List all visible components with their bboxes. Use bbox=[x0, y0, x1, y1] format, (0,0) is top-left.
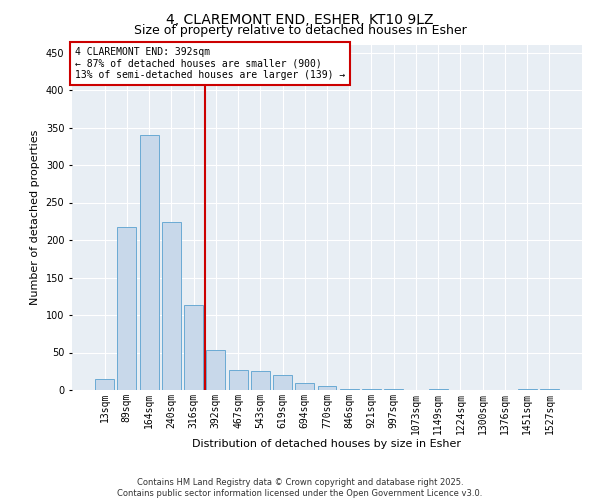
Bar bbox=[273, 375, 292, 390]
Bar bbox=[140, 135, 158, 390]
Y-axis label: Number of detached properties: Number of detached properties bbox=[30, 130, 40, 305]
Bar bbox=[206, 350, 225, 390]
Bar bbox=[162, 222, 181, 390]
Bar bbox=[229, 370, 248, 390]
Bar bbox=[362, 389, 381, 390]
Bar bbox=[429, 389, 448, 390]
Bar bbox=[384, 389, 403, 390]
Bar bbox=[317, 386, 337, 390]
Bar bbox=[251, 370, 270, 390]
Text: 4, CLAREMONT END, ESHER, KT10 9LZ: 4, CLAREMONT END, ESHER, KT10 9LZ bbox=[166, 12, 434, 26]
Text: 4 CLAREMONT END: 392sqm
← 87% of detached houses are smaller (900)
13% of semi-d: 4 CLAREMONT END: 392sqm ← 87% of detache… bbox=[74, 46, 345, 80]
Bar bbox=[518, 389, 536, 390]
Bar bbox=[95, 379, 114, 390]
Bar bbox=[295, 383, 314, 390]
Bar bbox=[540, 388, 559, 390]
X-axis label: Distribution of detached houses by size in Esher: Distribution of detached houses by size … bbox=[193, 440, 461, 450]
Bar bbox=[184, 305, 203, 390]
Text: Size of property relative to detached houses in Esher: Size of property relative to detached ho… bbox=[134, 24, 466, 37]
Bar bbox=[118, 227, 136, 390]
Text: Contains HM Land Registry data © Crown copyright and database right 2025.
Contai: Contains HM Land Registry data © Crown c… bbox=[118, 478, 482, 498]
Bar bbox=[340, 389, 359, 390]
